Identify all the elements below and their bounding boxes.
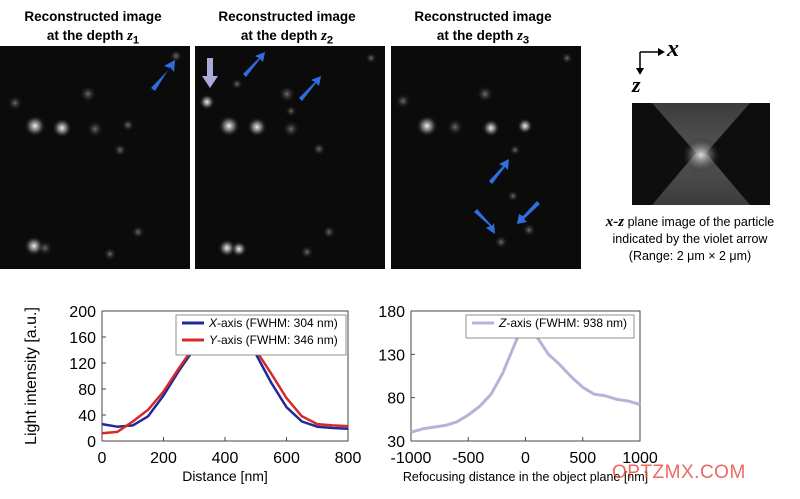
legend-entry: X-axis (FWHM: 304 nm)	[208, 316, 338, 330]
panel1-caption-line2: at the depth	[46, 28, 128, 43]
y-tick-label: 120	[69, 356, 96, 373]
xz-plane-image	[632, 103, 770, 205]
axis-key-icon: x z	[631, 40, 679, 95]
panel2-depth-var: z	[321, 28, 327, 44]
xz-caption-line2: indicated by the violet arrow	[612, 232, 768, 246]
y-tick-label: 180	[378, 304, 405, 321]
blue-arrow-icon	[243, 52, 265, 77]
series-line-z	[410, 321, 641, 434]
blue-arrow-icon	[517, 201, 540, 224]
y-axis-label: Light intensity [a.u.]	[23, 307, 40, 445]
panel3-depth-var: z	[517, 28, 523, 44]
x-tick-label: 600	[273, 450, 300, 467]
panel1-caption-line1: Reconstructed image	[24, 9, 162, 24]
y-tick-label: 80	[78, 382, 96, 399]
panel2-caption-line2: at the depth	[240, 28, 322, 43]
reconstructed-image-3	[391, 46, 581, 269]
xz-caption-var: x-z	[605, 214, 625, 230]
xy-profile-chart: 0 40 80 120 160 200 0 200 400 600 800 X-axis (FWHM:…	[23, 304, 362, 484]
panel1-depth-sub: 1	[132, 34, 140, 47]
x-tick-label: 1000	[622, 450, 658, 467]
panel1-depth-var: z	[127, 28, 133, 44]
reconstructed-image-1	[0, 46, 190, 269]
axis-key-x: x	[666, 40, 679, 62]
x-axis-label: Refocusing distance in the object plane …	[403, 470, 648, 484]
y-tick-label: 40	[78, 408, 96, 425]
watermark: OPTZMX.COM	[612, 462, 746, 483]
y-tick-label: 80	[387, 391, 405, 408]
legend-entry: Y-axis (FWHM: 346 nm)	[209, 333, 338, 347]
x-tick-label: 400	[212, 450, 239, 467]
xz-caption-line3: (Range: 2 μm × 2 μm)	[628, 249, 752, 263]
x-tick-label: 800	[335, 450, 362, 467]
panel3-caption-line2: at the depth	[436, 28, 518, 43]
x-axis-label: Distance [nm]	[182, 468, 268, 484]
x-tick-label: 500	[569, 450, 596, 467]
panel3-caption: Reconstructed image at the depth z3	[388, 7, 578, 51]
reconstructed-image-2	[195, 46, 385, 269]
violet-arrow-icon	[202, 58, 218, 88]
panel1-caption: Reconstructed image at the depth z1	[0, 7, 188, 51]
xz-caption: x-z plane image of the particle indicate…	[580, 214, 800, 265]
blue-arrow-icon	[151, 60, 175, 91]
xz-caption-line1: plane image of the particle	[624, 215, 775, 229]
y-tick-label: 30	[387, 434, 405, 451]
panel2-depth-sub: 2	[326, 34, 334, 47]
panel2-caption: Reconstructed image at the depth z2	[192, 7, 382, 51]
y-tick-label: 160	[69, 330, 96, 347]
axis-key-z: z	[631, 72, 641, 95]
z-profile-chart: 30 80 130 180 -1000 -500 0 500 1000 Z-axis (FWHM:…	[378, 304, 658, 484]
panel3-caption-line1: Reconstructed image	[414, 9, 552, 24]
y-tick-label: 130	[378, 347, 405, 364]
legend-entry: Z-axis (FWHM: 938 nm)	[498, 316, 627, 330]
x-tick-label: 0	[521, 450, 530, 467]
y-tick-label: 0	[87, 434, 96, 451]
legend-box	[175, 314, 347, 356]
legend-box	[465, 314, 635, 339]
x-tick-label: -500	[452, 450, 484, 467]
y-tick-label: 200	[69, 304, 96, 321]
x-tick-label: 200	[150, 450, 177, 467]
x-tick-label: 0	[98, 450, 107, 467]
panel2-caption-line1: Reconstructed image	[218, 9, 356, 24]
blue-arrow-icon	[299, 76, 321, 101]
panel3-depth-sub: 3	[522, 34, 530, 47]
blue-arrow-icon	[474, 209, 495, 234]
x-tick-label: -1000	[391, 450, 432, 467]
blue-arrow-icon	[489, 159, 509, 184]
